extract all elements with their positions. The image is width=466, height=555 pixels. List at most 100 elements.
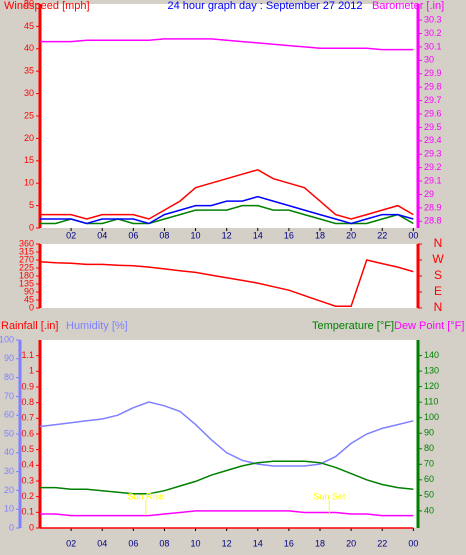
y-tick-label: 90 xyxy=(4,353,14,363)
y-tick-label: 360 xyxy=(19,238,34,248)
axis-title: Humidity [%] xyxy=(66,320,128,332)
plot-area xyxy=(40,4,418,228)
y-tick-label: 29.9 xyxy=(424,68,442,78)
y-tick-label: 50 xyxy=(424,490,434,500)
y-tick-label: 25 xyxy=(24,110,34,120)
y-tick-label: 40 xyxy=(24,43,34,53)
axis-title: Dew Point [°F] xyxy=(394,320,464,332)
y-tick-label: 29.7 xyxy=(424,95,442,105)
y-tick-label: 29.6 xyxy=(424,108,442,118)
x-tick-label: 10 xyxy=(191,538,201,548)
y-tick-label: 50 xyxy=(24,0,34,8)
x-tick-label: 16 xyxy=(284,538,294,548)
y-tick-label: 0.2 xyxy=(21,491,34,501)
x-tick-label: 02 xyxy=(66,230,76,240)
x-tick-label: 14 xyxy=(253,230,263,240)
y-tick-label: 29.3 xyxy=(424,149,442,159)
y-tick-label: 0.7 xyxy=(21,413,34,423)
x-tick-label: 12 xyxy=(222,230,232,240)
y-tick-label: 29.4 xyxy=(424,135,442,145)
y-tick-label: 0.4 xyxy=(21,460,34,470)
x-tick-label: 00 xyxy=(408,538,418,548)
y-tick-label: E xyxy=(434,284,442,298)
x-tick-label: 22 xyxy=(377,538,387,548)
y-tick-label: 0.1 xyxy=(21,507,34,517)
x-tick-label: 18 xyxy=(315,538,325,548)
annotation: Sun Rise xyxy=(128,491,165,501)
y-tick-label: 90 xyxy=(424,428,434,438)
y-tick-label: 10 xyxy=(24,178,34,188)
x-tick-label: 22 xyxy=(377,230,387,240)
y-tick-label: S xyxy=(434,268,442,282)
x-tick-label: 06 xyxy=(128,230,138,240)
y-tick-label: 10 xyxy=(4,504,14,514)
y-tick-label: 1.1 xyxy=(21,350,34,360)
y-tick-label: 0.8 xyxy=(21,397,34,407)
x-tick-label: 20 xyxy=(346,230,356,240)
series-line xyxy=(40,168,414,220)
axis-title: 24 hour graph day : September 27 2012 xyxy=(167,0,362,12)
y-tick-label: 30.3 xyxy=(424,14,442,24)
y-tick-label: 60 xyxy=(424,474,434,484)
x-tick-label: 04 xyxy=(97,538,107,548)
x-tick-label: 08 xyxy=(159,538,169,548)
x-tick-label: 06 xyxy=(128,538,138,548)
y-tick-label: 30 xyxy=(424,55,434,65)
series-line xyxy=(40,510,414,517)
y-tick-label: 135 xyxy=(19,278,34,288)
y-tick-label: 0.5 xyxy=(21,444,34,454)
y-tick-label: 140 xyxy=(424,350,439,360)
y-tick-label: 270 xyxy=(19,254,34,264)
x-tick-label: 12 xyxy=(222,538,232,548)
y-tick-label: 70 xyxy=(424,459,434,469)
y-tick-label: 315 xyxy=(19,246,34,256)
series-line xyxy=(40,38,414,51)
y-tick-label: 120 xyxy=(424,381,439,391)
y-tick-label: 60 xyxy=(4,410,14,420)
series-line xyxy=(39,259,414,307)
y-tick-label: 80 xyxy=(424,443,434,453)
y-tick-label: 0 xyxy=(29,522,34,532)
y-tick-label: 90 xyxy=(24,286,34,296)
plot-area xyxy=(40,340,418,528)
y-tick-label: 15 xyxy=(24,155,34,165)
y-tick-label: 0 xyxy=(29,302,34,312)
x-tick-label: 00 xyxy=(408,230,418,240)
axis-title: Windspeed [mph] xyxy=(4,0,90,12)
y-tick-label: 225 xyxy=(19,262,34,272)
axis-title: Barometer [.in] xyxy=(372,0,444,12)
y-tick-label: 70 xyxy=(4,391,14,401)
y-tick-label: 30 xyxy=(4,466,14,476)
y-tick-label: 28.9 xyxy=(424,202,442,212)
y-tick-label: 29.1 xyxy=(424,175,442,185)
y-tick-label: 110 xyxy=(424,397,438,407)
axis-title: Temperature [°F] xyxy=(312,320,394,332)
y-tick-label: N xyxy=(434,300,443,314)
x-tick-label: 10 xyxy=(191,230,201,240)
y-tick-label: 30 xyxy=(24,88,34,98)
x-tick-label: 16 xyxy=(284,230,294,240)
y-tick-label: 80 xyxy=(4,372,14,382)
y-tick-label: 0 xyxy=(29,222,34,232)
y-tick-label: 130 xyxy=(424,365,439,375)
y-tick-label: 0.6 xyxy=(21,428,34,438)
y-tick-label: 0.9 xyxy=(21,381,34,391)
y-tick-label: 30.1 xyxy=(424,41,442,51)
y-tick-label: 0.3 xyxy=(21,475,34,485)
x-tick-label: 04 xyxy=(97,230,107,240)
series-line xyxy=(39,401,414,467)
y-tick-label: 180 xyxy=(19,270,34,280)
y-tick-label: 40 xyxy=(4,447,14,457)
y-tick-label: 1 xyxy=(29,366,34,376)
y-tick-label: 29 xyxy=(424,189,434,199)
y-tick-label: 40 xyxy=(424,505,434,515)
y-tick-label: W xyxy=(432,252,444,266)
x-tick-label: 02 xyxy=(66,538,76,548)
y-tick-label: 28.8 xyxy=(424,216,442,226)
y-tick-label: 50 xyxy=(4,428,14,438)
y-tick-label: 45 xyxy=(24,21,34,31)
y-tick-label: 5 xyxy=(29,200,34,210)
y-tick-label: 30.2 xyxy=(424,28,442,38)
y-tick-label: 100 xyxy=(0,334,14,344)
